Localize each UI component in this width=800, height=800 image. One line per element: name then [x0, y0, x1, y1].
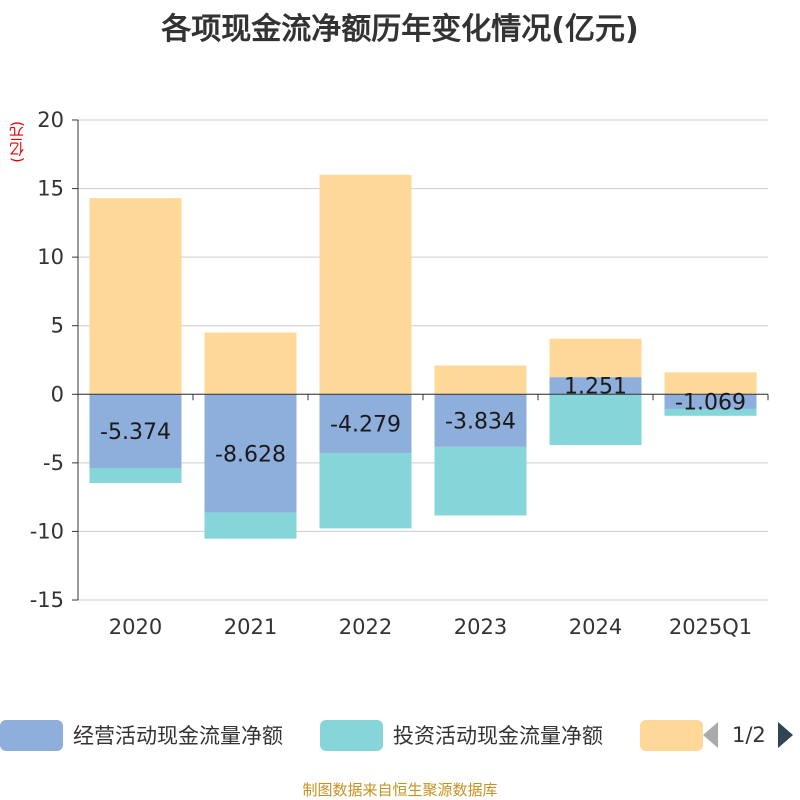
y-tick-label: -5: [43, 451, 64, 475]
legend-pager: 1/2: [700, 715, 796, 755]
bar-chart: 20 15 10 5 0 -5 -10 -15 2020 2021 2022 2023 2024 2025…: [30, 108, 769, 639]
x-tick-label: 2024: [569, 615, 622, 639]
bar-2022-series-2: [319, 174, 412, 395]
y-tick-label: 5: [51, 314, 64, 338]
bar-2021-series-1: [204, 512, 297, 539]
bar-2024-series-1: [549, 394, 642, 446]
data-label: -8.628: [215, 442, 286, 467]
x-tick-label: 2023: [454, 615, 507, 639]
bar-2023-series-0: [434, 394, 527, 447]
y-tick-label: 10: [37, 245, 64, 269]
bar-2023-series-2: [434, 365, 527, 395]
x-tick-label: 2021: [224, 615, 277, 639]
bar-2020-series-0: [89, 394, 182, 468]
bar-2021-series-0: [204, 394, 297, 513]
data-label: -5.374: [100, 420, 171, 445]
legend-swatch-financing: [640, 719, 703, 751]
bar-2022-series-1: [319, 452, 412, 529]
legend-item-investing[interactable]: 投资活动现金流量净额: [320, 715, 603, 755]
bar-2024-series-0: [549, 377, 642, 395]
legend-label-investing: 投资活动现金流量净额: [393, 724, 603, 748]
bar-2024-series-2: [549, 338, 642, 378]
x-tick-label: 2020: [109, 615, 162, 639]
bar-2022-series-0: [319, 394, 412, 453]
y-tick-label: 0: [51, 382, 64, 406]
legend-item-operating[interactable]: 经营活动现金流量净额: [0, 715, 283, 755]
bar-2021-series-2: [204, 332, 297, 395]
bar-2025Q1-series-2: [664, 372, 757, 395]
chart-title: 各项现金流净额历年变化情况(亿元): [161, 12, 639, 47]
x-tick-label: 2025Q1: [669, 615, 752, 639]
legend-prev-page-icon[interactable]: [700, 720, 722, 750]
legend-page-indicator: 1/2: [732, 723, 766, 747]
legend-swatch-investing: [320, 719, 383, 751]
data-label: -4.279: [330, 413, 401, 438]
y-tick-label: -10: [30, 519, 64, 543]
data-label: -3.834: [445, 410, 516, 435]
bar-2025Q1-series-0: [664, 394, 757, 409]
y-tick-label: 15: [37, 177, 64, 201]
bar-2020-series-2: [89, 198, 182, 395]
data-label: -1.069: [675, 391, 746, 416]
y-tick-label: -15: [30, 588, 64, 612]
data-label: 1.251: [564, 375, 627, 400]
legend-item-financing[interactable]: [640, 715, 703, 755]
x-tick-label: 2022: [339, 615, 392, 639]
bar-2020-series-1: [89, 467, 182, 484]
bar-2025Q1-series-1: [664, 408, 757, 416]
legend-swatch-operating: [0, 719, 63, 751]
y-tick-label: 20: [37, 108, 64, 132]
legend-label-operating: 经营活动现金流量净额: [73, 724, 283, 748]
legend-next-page-icon[interactable]: [774, 720, 796, 750]
bar-2023-series-1: [434, 446, 527, 516]
source-footer: 制图数据来自恒生聚源数据库: [302, 781, 498, 799]
